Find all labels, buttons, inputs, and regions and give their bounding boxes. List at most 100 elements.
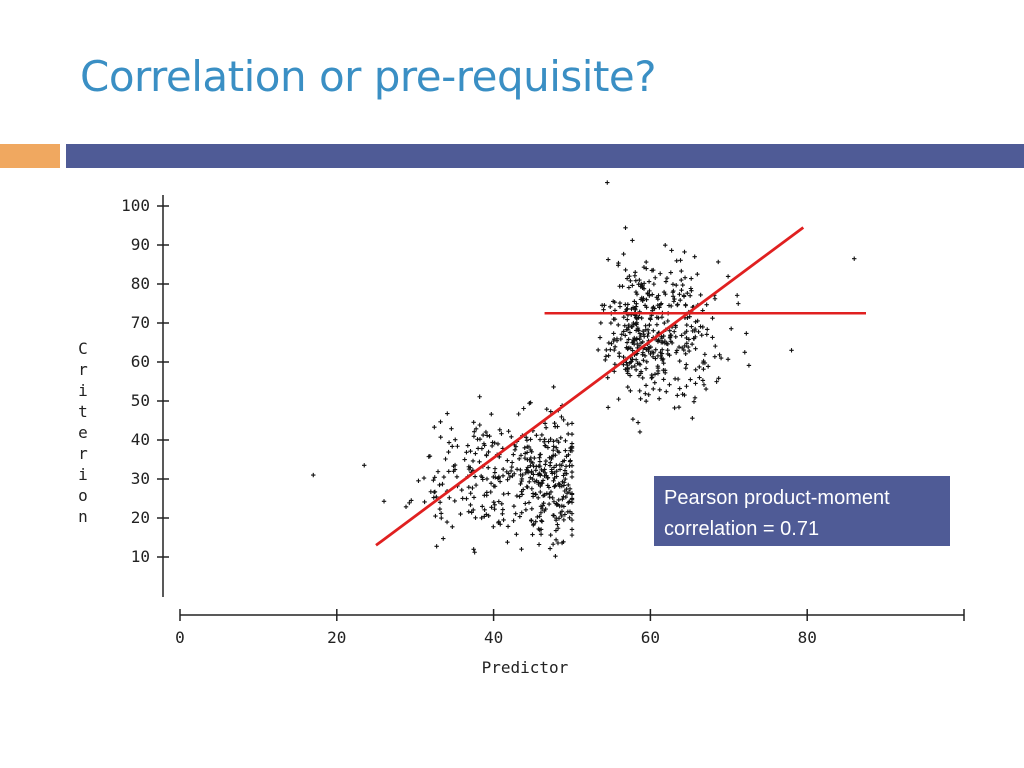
scatter-point	[518, 481, 523, 487]
scatter-point	[667, 328, 672, 333]
scatter-point	[535, 514, 540, 520]
scatter-point	[528, 400, 533, 405]
scatter-point	[648, 317, 653, 322]
scatter-point	[509, 460, 515, 465]
scatter-point	[692, 326, 698, 332]
scatter-point	[612, 344, 618, 349]
scatter-point	[512, 447, 518, 453]
scatter-point	[612, 317, 618, 322]
scatter-point	[712, 354, 718, 359]
scatter-point	[551, 499, 557, 504]
scatter-point	[513, 511, 518, 516]
scatter-point	[492, 502, 497, 508]
scatter-point	[407, 500, 412, 506]
scatter-point	[505, 477, 510, 482]
scatter-point	[466, 509, 471, 514]
scatter-point	[611, 331, 616, 336]
scatter-point	[500, 473, 506, 478]
scatter-point	[444, 519, 450, 525]
scatter-point	[643, 399, 649, 404]
scatter-point	[542, 437, 547, 442]
scatter-point	[684, 329, 689, 334]
scatter-point	[672, 329, 677, 334]
scatter-point	[459, 487, 464, 493]
scatter-point	[641, 296, 646, 301]
scatter-point	[636, 328, 641, 333]
scatter-point	[627, 273, 632, 279]
scatter-point	[653, 347, 658, 352]
scatter-point	[661, 360, 666, 366]
scatter-point	[621, 314, 627, 320]
scatter-point	[654, 315, 660, 320]
scatter-point	[649, 268, 655, 273]
scatter-point	[506, 471, 511, 476]
scatter-point	[669, 340, 675, 346]
scatter-point	[632, 299, 637, 304]
scatter-point	[634, 301, 639, 306]
scatter-point	[717, 352, 722, 357]
scatter-point	[668, 333, 673, 338]
scatter-point	[683, 365, 688, 371]
scatter-point	[477, 422, 482, 428]
scatter-point	[683, 302, 688, 307]
scatter-point	[555, 424, 560, 429]
scatter-point	[529, 470, 534, 476]
scatter-point	[437, 506, 443, 512]
scatter-point	[626, 285, 632, 290]
scatter-point	[551, 439, 556, 444]
scatter-point	[517, 456, 522, 462]
scatter-point	[519, 547, 524, 552]
scatter-point	[556, 481, 561, 486]
scatter-point	[569, 469, 575, 475]
scatter-point	[518, 467, 523, 473]
scatter-point	[693, 381, 698, 386]
scatter-point	[622, 323, 627, 328]
scatter-point	[497, 427, 502, 432]
scatter-point	[569, 517, 575, 523]
scatter-point	[561, 483, 567, 488]
scatter-point	[451, 464, 456, 469]
scatter-point	[560, 496, 565, 502]
scatter-point	[569, 496, 575, 501]
scatter-point	[644, 297, 649, 302]
scatter-point	[433, 513, 438, 519]
scatter-point	[496, 499, 502, 504]
x-tick-label: 60	[641, 628, 660, 647]
scatter-point	[558, 435, 563, 441]
scatter-point	[704, 332, 709, 337]
scatter-point	[471, 547, 476, 552]
scatter-point	[466, 485, 472, 490]
scatter-point	[563, 476, 568, 482]
x-tick-label: 80	[798, 628, 817, 647]
scatter-point	[678, 298, 683, 303]
scatter-point	[609, 341, 614, 346]
scatter-point	[509, 434, 514, 440]
scatter-point	[687, 293, 693, 298]
scatter-point	[742, 350, 747, 355]
scatter-point	[683, 351, 688, 357]
scatter-point	[471, 434, 477, 439]
scatter-point	[511, 518, 516, 523]
scatter-point	[546, 439, 551, 444]
scatter-point	[530, 460, 535, 466]
scatter-point	[608, 304, 613, 310]
scatter-point	[499, 501, 504, 506]
scatter-point	[616, 350, 622, 356]
scatter-point	[676, 405, 682, 410]
x-axis-title: Predictor	[482, 658, 569, 677]
scatter-point	[658, 302, 663, 307]
scatter-point	[548, 489, 554, 495]
scatter-point	[630, 348, 635, 353]
scatter-point	[489, 411, 494, 417]
scatter-point	[524, 438, 530, 443]
scatter-point	[435, 469, 441, 474]
scatter-point	[561, 417, 566, 423]
scatter-point	[685, 344, 691, 350]
scatter-point	[539, 519, 545, 524]
scatter-point	[468, 491, 473, 496]
scatter-point	[640, 298, 645, 303]
scatter-point	[527, 479, 532, 485]
scatter-point	[486, 513, 491, 519]
scatter-point	[551, 444, 556, 449]
scatter-point	[603, 357, 608, 363]
